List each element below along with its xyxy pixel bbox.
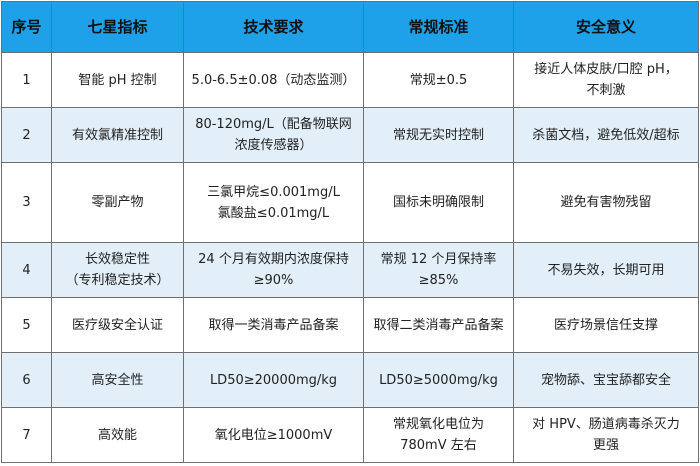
cell-safety-significance: 接近人体皮肤/口腔 pH， 不刺激 (513, 52, 699, 108)
header-conventional-standard: 常规标准 (363, 1, 514, 53)
header-index: 序号 (1, 1, 52, 53)
cell-conventional-standard: 常规氧化电位为 780mV 左右 (363, 407, 514, 463)
cell-indicator: 医疗级安全认证 (51, 297, 184, 353)
cell-indicator: 长效稳定性 （专利稳定技术） (51, 242, 184, 298)
cell-conventional-standard: 常规±0.5 (363, 52, 514, 108)
cell-indicator: 有效氯精准控制 (51, 107, 184, 163)
header-safety-significance: 安全意义 (513, 1, 699, 53)
cell-safety-significance: 杀菌文档，避免低效/超标 (513, 107, 699, 163)
cell-technical-requirement: 80-120mg/L（配备物联网 浓度传感器） (183, 107, 364, 163)
cell-conventional-standard: 常规无实时控制 (363, 107, 514, 163)
table-row: 4 长效稳定性 （专利稳定技术） 24 个月有效期内浓度保持 ≥90% 常规 12 … (1, 242, 699, 298)
cell-index: 3 (1, 162, 52, 243)
cell-technical-requirement: 5.0-6.5±0.08（动态监测） (183, 52, 364, 108)
cell-index: 7 (1, 407, 52, 463)
cell-index: 4 (1, 242, 52, 298)
table-row: 3 零副产物 三氯甲烷≤0.001mg/L 氯酸盐≤0.01mg/L 国标未明确限… (1, 162, 699, 243)
table-row: 7 高效能 氧化电位≥1000mV 常规氧化电位为 780mV 左右 对 HPV、… (1, 407, 699, 463)
cell-technical-requirement: 三氯甲烷≤0.001mg/L 氯酸盐≤0.01mg/L (183, 162, 364, 243)
cell-safety-significance: 不易失效，长期可用 (513, 242, 699, 298)
table-header-row: 序号 七星指标 技术要求 常规标准 安全意义 (1, 1, 699, 53)
cell-indicator: 高安全性 (51, 352, 184, 408)
cell-index: 2 (1, 107, 52, 163)
cell-indicator: 高效能 (51, 407, 184, 463)
cell-safety-significance: 对 HPV、肠道病毒杀灭力 更强 (513, 407, 699, 463)
cell-conventional-standard: 国标未明确限制 (363, 162, 514, 243)
cell-technical-requirement: 24 个月有效期内浓度保持 ≥90% (183, 242, 364, 298)
header-technical-requirement: 技术要求 (183, 1, 364, 53)
cell-safety-significance: 避免有害物残留 (513, 162, 699, 243)
cell-technical-requirement: 取得一类消毒产品备案 (183, 297, 364, 353)
cell-index: 1 (1, 52, 52, 108)
table-row: 6 高安全性 LD50≥20000mg/kg LD50≥5000mg/kg 宠物… (1, 352, 699, 408)
cell-technical-requirement: LD50≥20000mg/kg (183, 352, 364, 408)
table-row: 5 医疗级安全认证 取得一类消毒产品备案 取得二类消毒产品备案 医疗场景信任支撑 (1, 297, 699, 353)
cell-conventional-standard: 常规 12 个月保持率 ≥85% (363, 242, 514, 298)
table-row: 2 有效氯精准控制 80-120mg/L（配备物联网 浓度传感器） 常规无实时控制… (1, 107, 699, 163)
cell-conventional-standard: LD50≥5000mg/kg (363, 352, 514, 408)
table-row: 1 智能 pH 控制 5.0-6.5±0.08（动态监测） 常规±0.5 接近人… (1, 52, 699, 108)
cell-technical-requirement: 氧化电位≥1000mV (183, 407, 364, 463)
cell-conventional-standard: 取得二类消毒产品备案 (363, 297, 514, 353)
cell-safety-significance: 宠物舔、宝宝舔都安全 (513, 352, 699, 408)
cell-indicator: 零副产物 (51, 162, 184, 243)
cell-safety-significance: 医疗场景信任支撑 (513, 297, 699, 353)
header-indicator: 七星指标 (51, 1, 184, 53)
cell-index: 5 (1, 297, 52, 353)
cell-index: 6 (1, 352, 52, 408)
cell-indicator: 智能 pH 控制 (51, 52, 184, 108)
